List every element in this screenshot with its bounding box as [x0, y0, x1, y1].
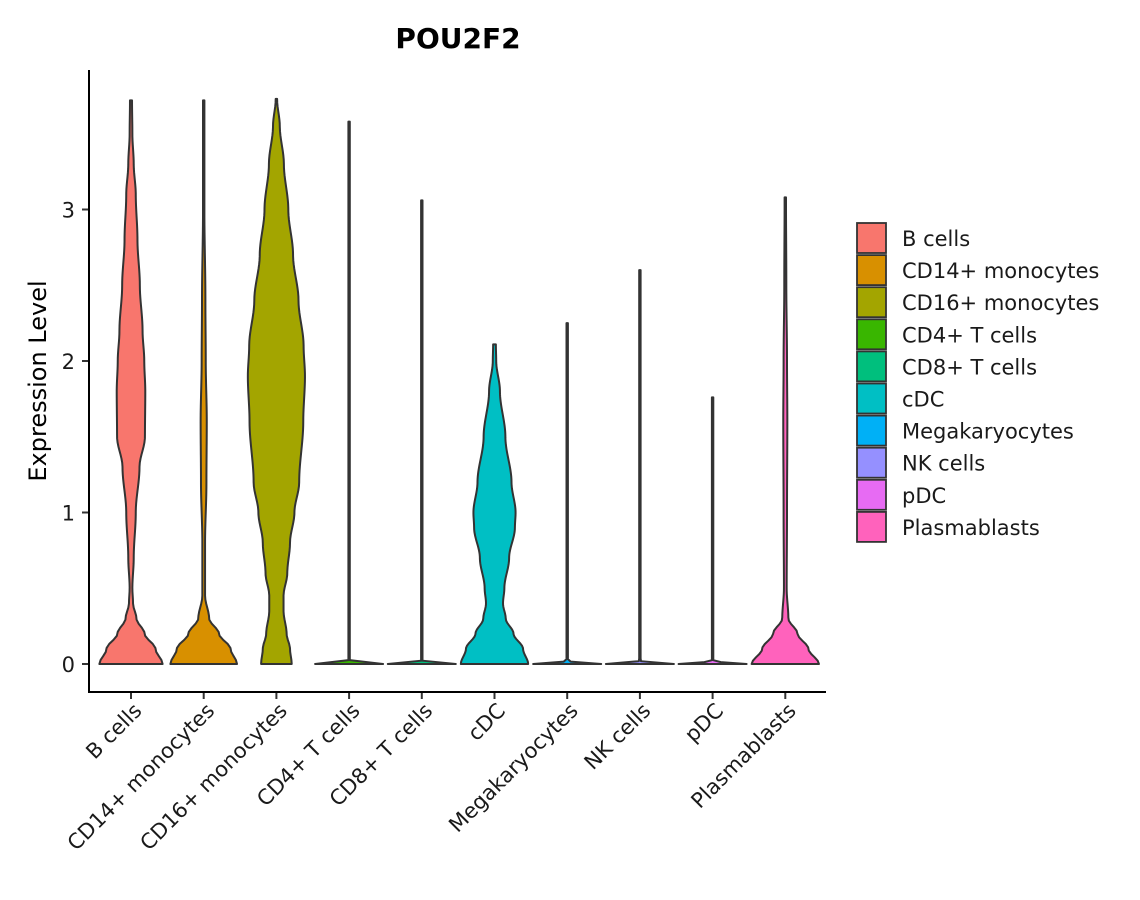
- x-tick-label-pdc: pDC: [680, 699, 728, 747]
- legend-key-cd4-plus-t-cells: [856, 318, 887, 351]
- y-tick-label: 3: [62, 199, 75, 223]
- legend-label-nk-cells: NK cells: [902, 452, 985, 476]
- legend-label-pdc: pDC: [902, 484, 946, 508]
- violin-cd16-plus-monocytes: [246, 97, 306, 665]
- violin-pdc: [677, 396, 748, 665]
- legend-label-cd8-plus-t-cells: CD8+ T cells: [902, 355, 1037, 379]
- legend-key-cd16-plus-monocytes: [856, 286, 887, 319]
- legend-key-b-cells: [856, 222, 887, 254]
- legend-key-pdc: [856, 478, 887, 511]
- violin-cd14-plus-monocytes: [169, 99, 239, 665]
- violin-layer: [98, 97, 820, 665]
- legend-label-cdc: cDC: [902, 388, 944, 412]
- violin-cd4-plus-t-cells: [314, 120, 385, 665]
- x-tick-label-nk-cells: NK cells: [580, 699, 656, 775]
- y-axis-label: Expression Level: [24, 280, 52, 481]
- chart-title: POU2F2: [395, 22, 520, 55]
- violin-megakaryocytes: [532, 322, 603, 665]
- legend-key-cd8-plus-t-cells: [856, 350, 887, 383]
- legend-label-cd4-plus-t-cells: CD4+ T cells: [902, 323, 1037, 347]
- legend-key-nk-cells: [856, 446, 887, 479]
- y-axis-ticks: 0 1 2 3: [62, 199, 89, 677]
- legend-label-cd14-plus-monocytes: CD14+ monocytes: [902, 259, 1099, 283]
- x-tick-label-cdc: cDC: [463, 699, 510, 746]
- violin-cd8-plus-t-cells: [386, 199, 457, 665]
- y-tick-label: 2: [62, 350, 75, 374]
- legend-label-plasmablasts: Plasmablasts: [902, 516, 1040, 540]
- violin-plasmablasts: [750, 196, 820, 665]
- violin-cdc: [459, 343, 530, 665]
- x-tick-label-b-cells: B cells: [81, 699, 146, 764]
- violin-nk-cells: [604, 269, 675, 665]
- legend-key-cd14-plus-monocytes: [856, 254, 887, 287]
- legend-key-cdc: [856, 382, 887, 415]
- y-tick-label: 0: [62, 653, 75, 677]
- legend: B cells CD14+ monocytes CD16+ monocytes CD4…: [856, 222, 1099, 543]
- violin-b-cells: [98, 99, 164, 665]
- legend-label-megakaryocytes: Megakaryocytes: [902, 420, 1074, 444]
- legend-label-cd16-plus-monocytes: CD16+ monocytes: [902, 291, 1099, 315]
- legend-key-megakaryocytes: [856, 414, 887, 447]
- axis-lines: [88, 70, 826, 693]
- legend-key-plasmablasts: [856, 510, 887, 543]
- x-tick-label-megakaryocytes: Megakaryocytes: [444, 699, 583, 838]
- y-tick-label: 1: [62, 502, 75, 526]
- legend-label-b-cells: B cells: [902, 227, 970, 251]
